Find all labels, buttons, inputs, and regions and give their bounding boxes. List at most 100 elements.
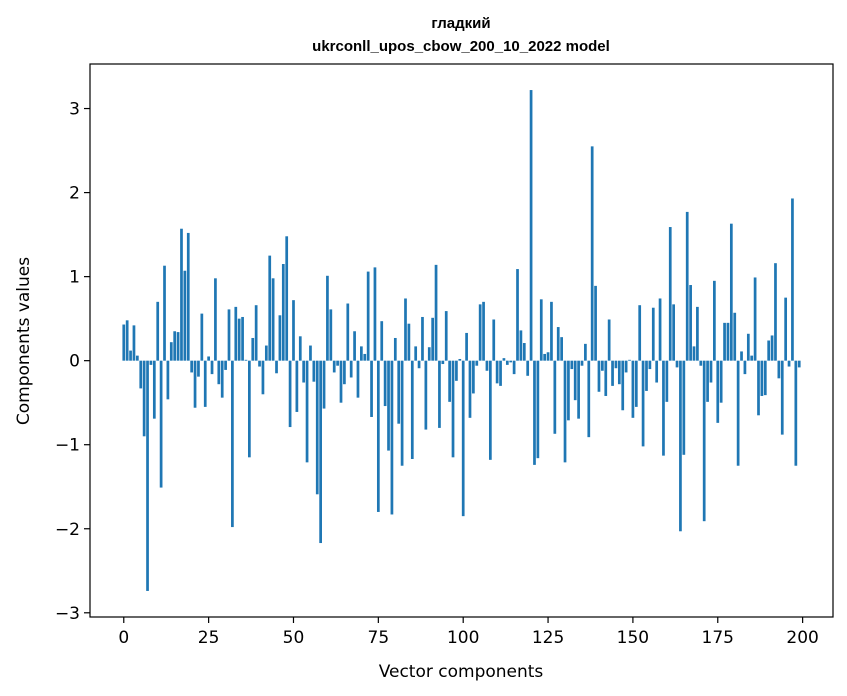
- bar-189: [763, 360, 767, 396]
- bar-11: [159, 360, 163, 488]
- bar-150: [631, 360, 635, 418]
- bar-38: [251, 337, 255, 361]
- bar-129: [560, 337, 563, 361]
- bar-54: [305, 360, 309, 463]
- bar-112: [502, 358, 506, 361]
- bar-124: [543, 353, 547, 361]
- x-axis-label: Vector components: [379, 662, 544, 682]
- bar-131: [567, 360, 570, 421]
- bar-97: [451, 360, 455, 458]
- bar-75: [376, 360, 380, 512]
- bar-57: [315, 360, 319, 495]
- bar-10: [156, 301, 160, 361]
- bar-171: [702, 360, 706, 522]
- bar-95: [444, 311, 448, 361]
- bar-16: [176, 332, 180, 361]
- bar-26: [210, 360, 214, 375]
- bar-113: [505, 360, 509, 365]
- bar-82: [400, 360, 404, 466]
- bar-22: [197, 360, 200, 377]
- bar-188: [760, 360, 764, 396]
- bar-107: [485, 360, 489, 371]
- bar-69: [356, 360, 360, 398]
- bar-159: [662, 360, 665, 456]
- y-tick-label: 3: [69, 100, 80, 120]
- bar-137: [587, 360, 591, 438]
- bar-120: [529, 90, 533, 361]
- bar-127: [553, 360, 557, 434]
- bar-81: [397, 360, 401, 424]
- bar-50: [292, 300, 295, 361]
- bar-116: [516, 269, 519, 361]
- bar-160: [665, 360, 669, 402]
- y-tick-label: −2: [55, 520, 80, 540]
- bar-156: [651, 307, 655, 361]
- bar-83: [404, 298, 407, 361]
- bar-133: [573, 360, 577, 401]
- y-axis-ticks: −3 −2 −1 0 1 2 3: [55, 100, 90, 624]
- bar-149: [628, 359, 631, 361]
- bar-7: [146, 360, 149, 591]
- bar-186: [753, 277, 757, 361]
- bar-163: [675, 360, 679, 368]
- bar-151: [634, 360, 638, 407]
- bar-180: [733, 312, 737, 361]
- x-tick-label: 0: [118, 628, 129, 648]
- bar-65: [343, 360, 346, 385]
- bar-140: [597, 360, 601, 392]
- bar-58: [319, 360, 322, 544]
- bar-194: [780, 360, 784, 435]
- bar-20: [190, 360, 194, 373]
- y-tick-label: −1: [55, 436, 80, 456]
- bar-169: [696, 306, 699, 361]
- bar-185: [750, 355, 754, 361]
- bar-182: [740, 351, 743, 361]
- bar-72: [366, 271, 370, 361]
- bar-132: [570, 360, 574, 370]
- bar-130: [563, 360, 567, 463]
- bar-123: [539, 299, 543, 361]
- bar-161: [668, 227, 672, 361]
- x-tick-label: 175: [702, 628, 734, 648]
- bar-153: [641, 360, 645, 447]
- bar-33: [234, 306, 238, 361]
- bar-53: [302, 360, 306, 383]
- bar-30: [224, 360, 227, 370]
- y-tick-label: 0: [69, 352, 80, 372]
- x-tick-label: 125: [532, 628, 564, 648]
- bar-114: [509, 360, 513, 363]
- bar-48: [285, 236, 289, 361]
- bar-91: [431, 317, 435, 361]
- bar-44: [271, 278, 275, 361]
- bar-71: [363, 353, 367, 361]
- bar-190: [767, 340, 771, 361]
- x-tick-label: 50: [283, 628, 305, 648]
- bar-195: [784, 297, 788, 361]
- bar-5: [139, 360, 143, 389]
- bar-88: [421, 316, 424, 361]
- bar-86: [414, 346, 418, 361]
- chart-subtitle: ukrconll_upos_cbow_200_10_2022 model: [312, 38, 610, 55]
- plot-frame: [89, 63, 834, 618]
- bar-193: [777, 360, 781, 379]
- bar-67: [349, 360, 353, 378]
- bar-47: [281, 264, 285, 361]
- y-tick-label: 2: [69, 184, 80, 204]
- bar-176: [719, 360, 723, 403]
- bar-166: [685, 211, 689, 361]
- bar-21: [193, 360, 197, 408]
- bar-104: [475, 360, 479, 366]
- x-tick-label: 25: [198, 628, 220, 648]
- bar-49: [288, 360, 292, 428]
- bar-84: [407, 323, 411, 361]
- bar-148: [624, 360, 628, 373]
- bar-158: [658, 298, 662, 361]
- bar-179: [729, 223, 733, 361]
- bar-1: [125, 320, 129, 361]
- bar-28: [217, 360, 221, 385]
- bar-92: [434, 264, 438, 361]
- bar-118: [522, 343, 526, 361]
- bar-197: [791, 198, 794, 361]
- bar-125: [546, 352, 550, 361]
- x-tick-label: 150: [617, 628, 649, 648]
